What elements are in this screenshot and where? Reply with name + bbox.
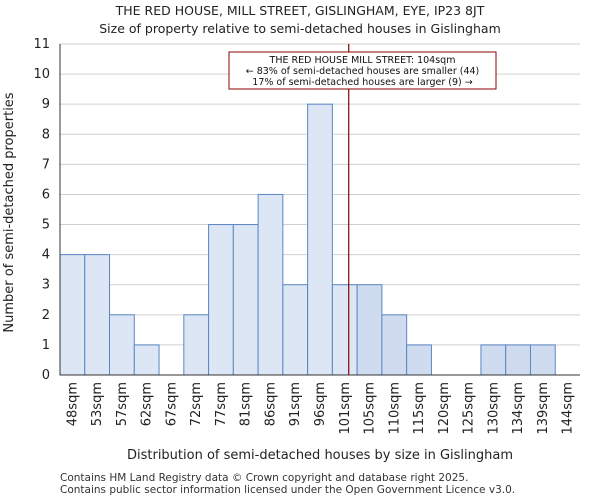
x-tick-label: 96sqm [313,382,328,426]
x-tick-label: 105sqm [363,382,378,435]
annotation-line-3: 17% of semi-detached houses are larger (… [252,77,472,88]
footer-copyright: Contains HM Land Registry data © Crown c… [60,472,469,484]
y-tick-label: 4 [42,248,50,263]
bar-57sqm [109,314,135,376]
bar-53sqm [84,254,111,376]
x-tick-label: 67sqm [164,382,179,426]
y-tick-label: 0 [42,368,50,383]
bar-81sqm [232,224,259,376]
bar-86sqm [257,193,284,376]
annotation-box [228,51,497,90]
chart-title: THE RED HOUSE, MILL STREET, GISLINGHAM, … [115,3,485,18]
bar-115sqm [406,344,432,376]
x-tick-label: 53sqm [90,382,105,426]
bar-91sqm [282,284,309,376]
y-tick-label: 5 [42,218,50,233]
y-tick-label: 9 [42,97,50,112]
x-tick-label: 72sqm [189,382,204,426]
x-tick-label: 48sqm [65,382,80,426]
chart-subtitle: Size of property relative to semi-detach… [99,21,501,36]
x-tick-label: 57sqm [115,382,130,426]
y-tick-label: 1 [42,338,50,353]
x-tick-label: 144sqm [561,382,576,435]
x-tick-label: 62sqm [140,382,155,426]
annotation-line-2: ← 83% of semi-detached houses are smalle… [246,66,480,77]
annotation-line-1: THE RED HOUSE MILL STREET: 104sqm [269,55,456,66]
bar-96sqm [307,103,333,376]
bar-62sqm [133,344,160,376]
x-axis-label: Distribution of semi-detached houses by … [127,448,513,463]
bar-48sqm [59,254,86,376]
bar-77sqm [208,224,234,376]
y-tick-label: 6 [42,187,50,202]
bar-130sqm [480,344,507,376]
x-tick-label: 101sqm [338,382,353,435]
y-tick-label: 2 [42,308,50,323]
footer-licence: Contains public sector information licen… [60,484,516,496]
y-tick-label: 3 [42,278,50,293]
x-tick-label: 91sqm [288,382,303,426]
bar-139sqm [529,344,556,376]
x-tick-label: 110sqm [387,382,402,435]
bar-110sqm [381,314,408,376]
bar-105sqm [356,284,383,376]
x-tick-label: 77sqm [214,382,229,426]
y-axis-label: Number of semi-detached properties [2,92,17,332]
x-tick-label: 120sqm [437,382,452,435]
bar-134sqm [505,344,531,376]
y-tick-label: 8 [42,127,50,142]
x-tick-label: 115sqm [412,382,427,435]
bar-101sqm [331,284,358,376]
x-tick-label: 130sqm [486,382,501,435]
y-tick-label: 7 [42,157,50,172]
x-tick-label: 86sqm [263,382,278,426]
x-tick-label: 139sqm [536,382,551,435]
x-tick-label: 125sqm [462,382,477,435]
y-tick-label: 10 [33,67,50,82]
x-tick-label: 81sqm [239,382,254,426]
bar-72sqm [183,314,210,376]
x-tick-label: 134sqm [511,382,526,435]
y-tick-label: 11 [33,37,50,52]
